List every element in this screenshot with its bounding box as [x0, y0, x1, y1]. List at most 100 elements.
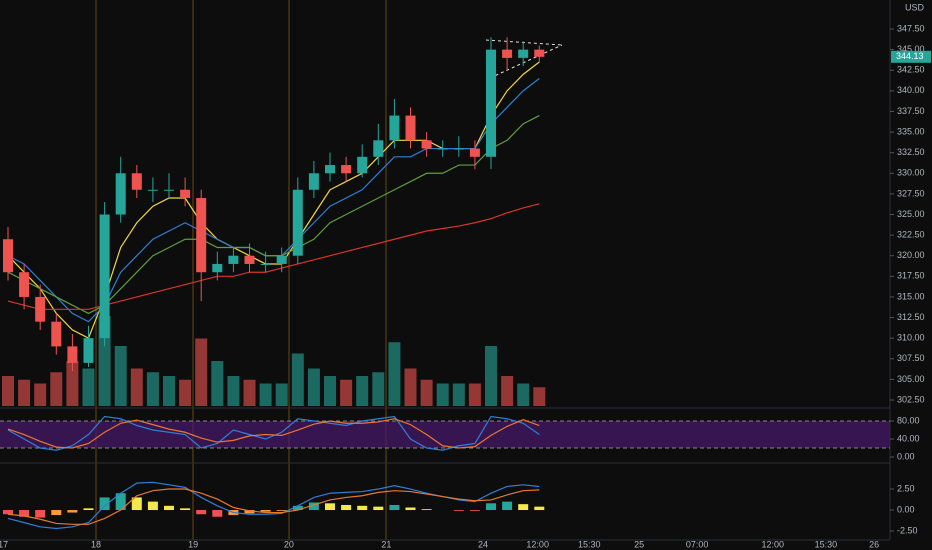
volume-bar	[227, 376, 240, 406]
volume-bar	[388, 342, 401, 406]
histogram-bar	[83, 508, 94, 511]
y-tick-label: 80.00	[897, 415, 920, 425]
volume-bar	[50, 372, 63, 406]
candle-body	[99, 214, 110, 339]
y-tick-label: 0.00	[897, 504, 915, 514]
y-tick-label: 345.00	[897, 44, 925, 54]
volume-bar	[501, 376, 514, 406]
candle-body	[405, 115, 416, 141]
histogram-bar	[244, 510, 255, 514]
candle-body	[228, 255, 239, 264]
histogram-bar	[469, 510, 480, 511]
y-tick-label: 340.00	[897, 85, 925, 95]
y-tick-label: 332.50	[897, 147, 925, 157]
histogram-bar	[341, 504, 352, 511]
candle-body	[115, 173, 126, 215]
histogram-bar	[373, 506, 384, 511]
candle-body	[131, 173, 142, 190]
candle-body	[276, 255, 287, 264]
indicator-line	[7, 61, 540, 340]
volume-bar	[452, 383, 465, 406]
volume-bar	[307, 368, 320, 406]
histogram-bar	[35, 510, 46, 518]
volume-bar	[66, 361, 79, 406]
volume-bar	[404, 368, 417, 406]
volume-bar	[98, 316, 111, 406]
histogram-bar	[180, 508, 191, 511]
x-tick-label: 24	[478, 539, 488, 549]
indicator-line	[7, 78, 540, 323]
candle-body	[502, 49, 513, 58]
x-tick-label: 21	[381, 539, 391, 549]
histogram-bar	[308, 502, 319, 511]
indicator-line	[7, 115, 540, 315]
volume-bar	[485, 346, 497, 406]
histogram-bar	[389, 504, 400, 511]
volume-bar	[291, 353, 304, 406]
y-tick-label: 302.50	[897, 394, 925, 404]
volume-bar	[533, 387, 546, 406]
candle-body	[212, 263, 223, 273]
x-tick-label: 12:00	[761, 539, 784, 549]
histogram-bar	[131, 497, 142, 511]
histogram-bar	[486, 503, 496, 511]
histogram-bar	[518, 504, 529, 511]
candle-body	[453, 148, 464, 150]
volume-bar	[372, 372, 385, 406]
volume-bar	[163, 376, 175, 406]
candle-body	[341, 165, 352, 174]
x-tick-label: 26	[869, 539, 879, 549]
x-tick-label: 17	[0, 539, 8, 549]
indicator-line	[7, 488, 540, 525]
candle-body	[180, 189, 191, 199]
candle-body	[19, 272, 30, 297]
volume-bar	[2, 376, 14, 406]
candle-body	[196, 198, 207, 273]
candle-body	[534, 49, 545, 57]
volume-bar	[420, 379, 433, 406]
candle-body	[486, 49, 496, 157]
volume-bar	[259, 383, 272, 406]
y-tick-label: 327.50	[897, 188, 925, 198]
x-tick-label: 15:30	[578, 539, 601, 549]
histogram-bar	[3, 510, 13, 515]
x-tick-label: 20	[284, 539, 294, 549]
histogram-bar	[99, 497, 110, 511]
histogram-bar	[67, 510, 78, 513]
y-tick-label: 312.50	[897, 312, 925, 322]
x-tick-label: 12:00	[526, 539, 549, 549]
candle-body	[389, 115, 400, 141]
histogram-bar	[325, 503, 335, 511]
y-tick-label: 2.50	[897, 483, 915, 493]
y-tick-label: 325.00	[897, 209, 925, 219]
candle-body	[164, 189, 174, 191]
candle-body	[518, 49, 529, 58]
candle-body	[83, 338, 94, 363]
volume-bar	[179, 379, 192, 406]
histogram-bar	[164, 505, 174, 511]
pennant-line	[489, 44, 563, 79]
band	[0, 421, 890, 449]
x-tick-label: 25	[634, 539, 644, 549]
y-tick-label: 0.00	[897, 451, 915, 461]
volume-bar	[114, 346, 127, 406]
y-tick-label: 337.50	[897, 106, 925, 116]
histogram-bar	[405, 507, 416, 511]
y-tick-label: 335.00	[897, 126, 925, 136]
volume-bar	[243, 379, 256, 406]
candle-body	[373, 140, 384, 157]
x-tick-label: 18	[91, 539, 101, 549]
y-tick-label: 307.50	[897, 353, 925, 363]
volume-bar	[211, 361, 224, 406]
histogram-bar	[196, 510, 207, 515]
candle-body	[67, 346, 78, 363]
y-tick-label: 40.00	[897, 433, 920, 443]
y-tick-label: 342.50	[897, 65, 925, 75]
candle-body	[244, 255, 255, 264]
histogram-bar	[51, 510, 62, 516]
x-tick-label: 07:00	[686, 539, 709, 549]
volume-bar	[34, 383, 47, 406]
histogram-bar	[534, 506, 545, 511]
histogram-bar	[212, 510, 223, 517]
